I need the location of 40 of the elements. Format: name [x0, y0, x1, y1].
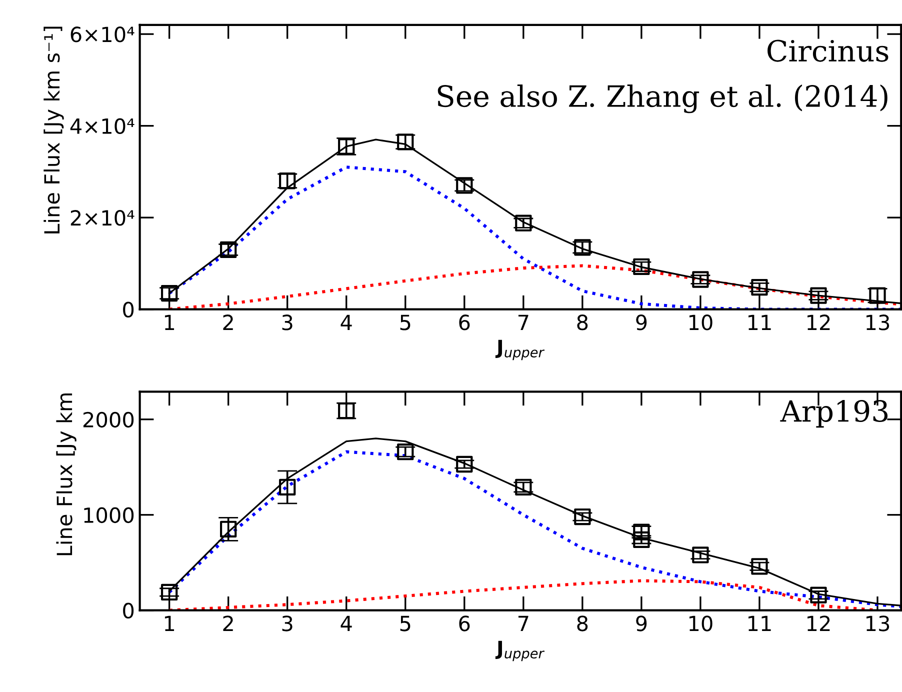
- x-tick-label: 9: [636, 616, 647, 632]
- x-tick-label: 7: [518, 616, 528, 632]
- x-tick-label: 8: [577, 314, 588, 330]
- y-tick-label: 0: [123, 602, 134, 619]
- x-tick-label: 3: [282, 616, 292, 632]
- y-tick-label: 4×10⁴: [70, 118, 134, 134]
- annotation: See also Z. Zhang et al. (2014): [438, 84, 888, 114]
- x-tick-label: 12: [808, 314, 830, 330]
- x-axis-title: J$_{upper}$: [495, 640, 545, 662]
- x-tick-label: 8: [577, 616, 588, 632]
- x-tick-label: 1: [164, 314, 174, 330]
- x-axis-title: J$_{upper}$: [495, 340, 545, 360]
- x-tick-label: 11: [748, 314, 771, 330]
- x-tick-label: 6: [459, 616, 470, 632]
- x-tick-label: 5: [400, 616, 410, 632]
- x-tick-label: 9: [636, 314, 647, 330]
- y-tick-label: 0: [123, 302, 134, 318]
- x-tick-label: 13: [866, 616, 890, 632]
- y-tick-label: 2×10⁴: [70, 210, 134, 226]
- x-tick-label: 11: [748, 616, 771, 632]
- x-tick-label: 1: [164, 616, 174, 632]
- y-tick-label: 6×10⁴: [70, 26, 134, 42]
- x-tick-label: 12: [808, 616, 830, 632]
- y-tick-label: 1000: [84, 507, 134, 524]
- x-tick-label: 5: [400, 314, 410, 330]
- x-tick-label: 4: [340, 616, 352, 632]
- x-tick-label: 4: [340, 314, 352, 330]
- y-axis-title: Line Flux [Jy km s⁻¹]: [44, 26, 64, 234]
- x-tick-label: 6: [459, 314, 470, 330]
- x-tick-label: 7: [518, 314, 528, 330]
- x-tick-label: 3: [282, 314, 292, 330]
- x-tick-label: 2: [223, 616, 233, 632]
- x-tick-label: 2: [223, 314, 233, 330]
- x-tick-label: 10: [689, 314, 712, 330]
- y-tick-label: 2000: [83, 412, 134, 428]
- annotation: Circinus: [768, 40, 888, 62]
- annotation: Arp193: [780, 400, 888, 428]
- x-tick-label: 10: [689, 616, 712, 632]
- y-axis-title: Line Flux [Jy km: [56, 393, 76, 556]
- x-tick-label: 13: [866, 314, 890, 330]
